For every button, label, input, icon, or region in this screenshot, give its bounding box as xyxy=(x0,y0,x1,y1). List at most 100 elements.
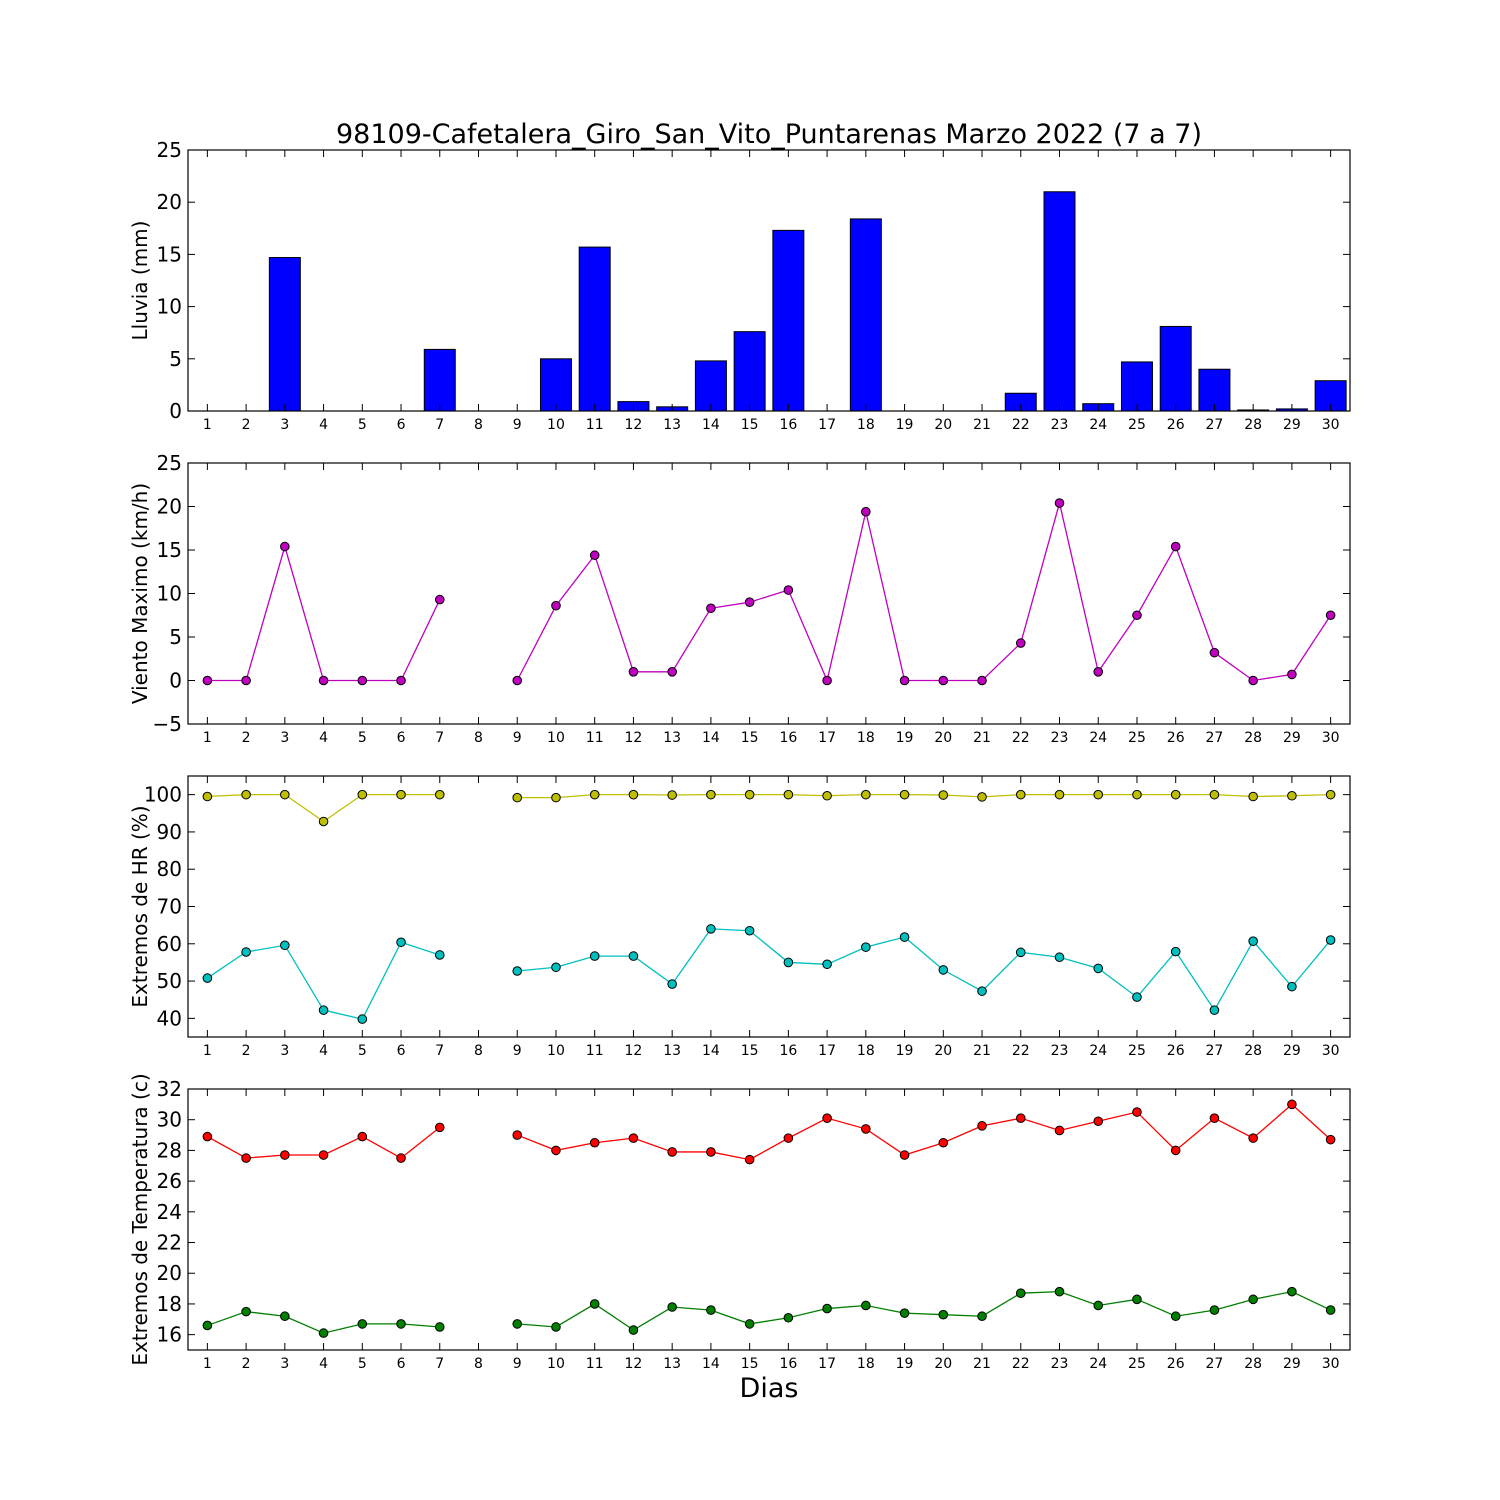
y-tick-label: 18 xyxy=(157,1292,182,1316)
bar-day-25 xyxy=(1120,361,1153,412)
x-tick-label: 11 xyxy=(586,417,604,433)
x-tick-label: 25 xyxy=(1128,417,1146,433)
series-2-point-day-3 xyxy=(280,940,290,951)
series-2-point-day-3 xyxy=(280,1311,290,1322)
series-2-point-day-28 xyxy=(1248,936,1258,946)
series-1-point-day-16 xyxy=(783,1133,794,1143)
series-2-point-day-4 xyxy=(318,1005,329,1015)
x-tick-label: 28 xyxy=(1244,730,1262,746)
x-tick-label: 28 xyxy=(1244,417,1262,433)
series-1-point-day-5 xyxy=(357,675,368,686)
x-tick-label: 9 xyxy=(513,1043,522,1059)
y-tick-label: 40 xyxy=(157,1006,182,1030)
x-tick-label: 13 xyxy=(663,730,681,746)
series-2-point-day-24 xyxy=(1093,1300,1104,1311)
series-1-point-day-18 xyxy=(861,789,871,800)
series-2-point-day-21 xyxy=(977,1311,987,1322)
series-1-point-day-21 xyxy=(977,1121,987,1131)
x-tick-label: 3 xyxy=(280,417,289,433)
bar-day-10 xyxy=(539,358,572,412)
y-tick-label: 5 xyxy=(169,625,182,649)
x-tick-label: 17 xyxy=(818,1356,836,1372)
series-1-point-day-7 xyxy=(434,1122,445,1133)
plot-area xyxy=(188,1089,1350,1350)
series-1-point-day-29 xyxy=(1287,1099,1297,1110)
x-tick-label: 27 xyxy=(1206,417,1224,433)
series-1-point-day-7 xyxy=(434,594,445,605)
x-tick-label: 22 xyxy=(1012,1356,1030,1372)
x-tick-label: 12 xyxy=(625,730,643,746)
series-1-point-day-17 xyxy=(822,790,832,801)
series-2-point-day-24 xyxy=(1093,963,1104,974)
series-1-point-day-23 xyxy=(1054,1125,1065,1136)
series-2-point-day-11 xyxy=(589,1299,600,1309)
bar-day-14 xyxy=(694,360,727,412)
y-tick-label: 15 xyxy=(157,242,182,266)
x-tick-label: 7 xyxy=(435,1356,444,1372)
series-1-point-day-13 xyxy=(667,790,677,800)
series-2-point-day-7 xyxy=(434,950,445,960)
series-1-point-day-14 xyxy=(706,603,716,614)
x-tick-label: 14 xyxy=(702,417,720,433)
y-tick-label: −5 xyxy=(153,712,182,736)
series-1-point-day-15 xyxy=(744,1154,755,1165)
series-1-point-day-25 xyxy=(1132,1107,1142,1117)
series-1-point-day-10 xyxy=(551,600,561,611)
x-tick-label: 25 xyxy=(1128,730,1146,746)
series-2-point-day-17 xyxy=(822,959,832,970)
series-1-point-day-28 xyxy=(1248,1133,1258,1143)
x-tick-label: 12 xyxy=(625,1043,643,1059)
x-tick-label: 1 xyxy=(203,730,212,746)
series-1-point-day-25 xyxy=(1132,789,1142,800)
x-tick-label: 27 xyxy=(1206,1356,1224,1372)
series-2-point-day-30 xyxy=(1325,935,1336,945)
series-1-point-day-26 xyxy=(1170,789,1181,800)
x-tick-label: 19 xyxy=(896,1043,914,1059)
series-1-point-day-4 xyxy=(318,816,329,827)
x-tick-label: 17 xyxy=(818,417,836,433)
x-tick-label: 30 xyxy=(1322,1043,1340,1059)
series-1-point-day-20 xyxy=(938,675,949,686)
x-tick-label: 16 xyxy=(779,417,797,433)
series-1-point-day-1 xyxy=(202,791,213,802)
y-tick-label: 10 xyxy=(157,582,182,606)
x-tick-label: 11 xyxy=(586,730,604,746)
x-tick-label: 15 xyxy=(741,1356,759,1372)
x-tick-label: 2 xyxy=(242,417,251,433)
series-1-point-day-6 xyxy=(396,1153,406,1163)
x-tick-label: 22 xyxy=(1012,730,1030,746)
series-1-point-day-13 xyxy=(667,1147,677,1157)
x-tick-label: 23 xyxy=(1051,730,1069,746)
series-2-point-day-26 xyxy=(1170,1311,1181,1322)
series-2-point-day-30 xyxy=(1325,1305,1336,1315)
series-1-point-day-30 xyxy=(1325,789,1336,800)
x-tick-label: 26 xyxy=(1167,1043,1185,1059)
series-1-point-day-12 xyxy=(628,789,639,800)
series-1-point-day-27 xyxy=(1209,647,1220,658)
series-1-point-day-3 xyxy=(280,789,290,800)
y-tick-label: 60 xyxy=(157,932,182,956)
series-2-point-day-25 xyxy=(1132,1294,1142,1305)
y-tick-label: 100 xyxy=(144,783,182,807)
x-tick-label: 26 xyxy=(1167,730,1185,746)
x-tick-label: 6 xyxy=(397,1043,406,1059)
x-tick-label: 4 xyxy=(319,1043,328,1059)
bar-day-16 xyxy=(772,229,805,412)
series-2-point-day-10 xyxy=(551,962,561,973)
series-2-point-day-4 xyxy=(318,1328,329,1338)
plot-area xyxy=(188,150,1350,411)
y-tick-label: 25 xyxy=(157,138,182,162)
x-tick-label: 12 xyxy=(625,417,643,433)
series-1-point-day-9 xyxy=(512,675,523,686)
x-tick-label: 2 xyxy=(242,1043,251,1059)
series-1-point-day-16 xyxy=(783,585,794,595)
series-1-point-day-15 xyxy=(744,789,755,800)
x-tick-label: 18 xyxy=(857,1043,875,1059)
series-1-point-day-22 xyxy=(1015,789,1026,800)
series-2-point-day-5 xyxy=(357,1319,368,1329)
series-2-point-day-2 xyxy=(241,1306,251,1317)
x-tick-label: 20 xyxy=(934,417,952,433)
x-tick-label: 15 xyxy=(741,730,759,746)
